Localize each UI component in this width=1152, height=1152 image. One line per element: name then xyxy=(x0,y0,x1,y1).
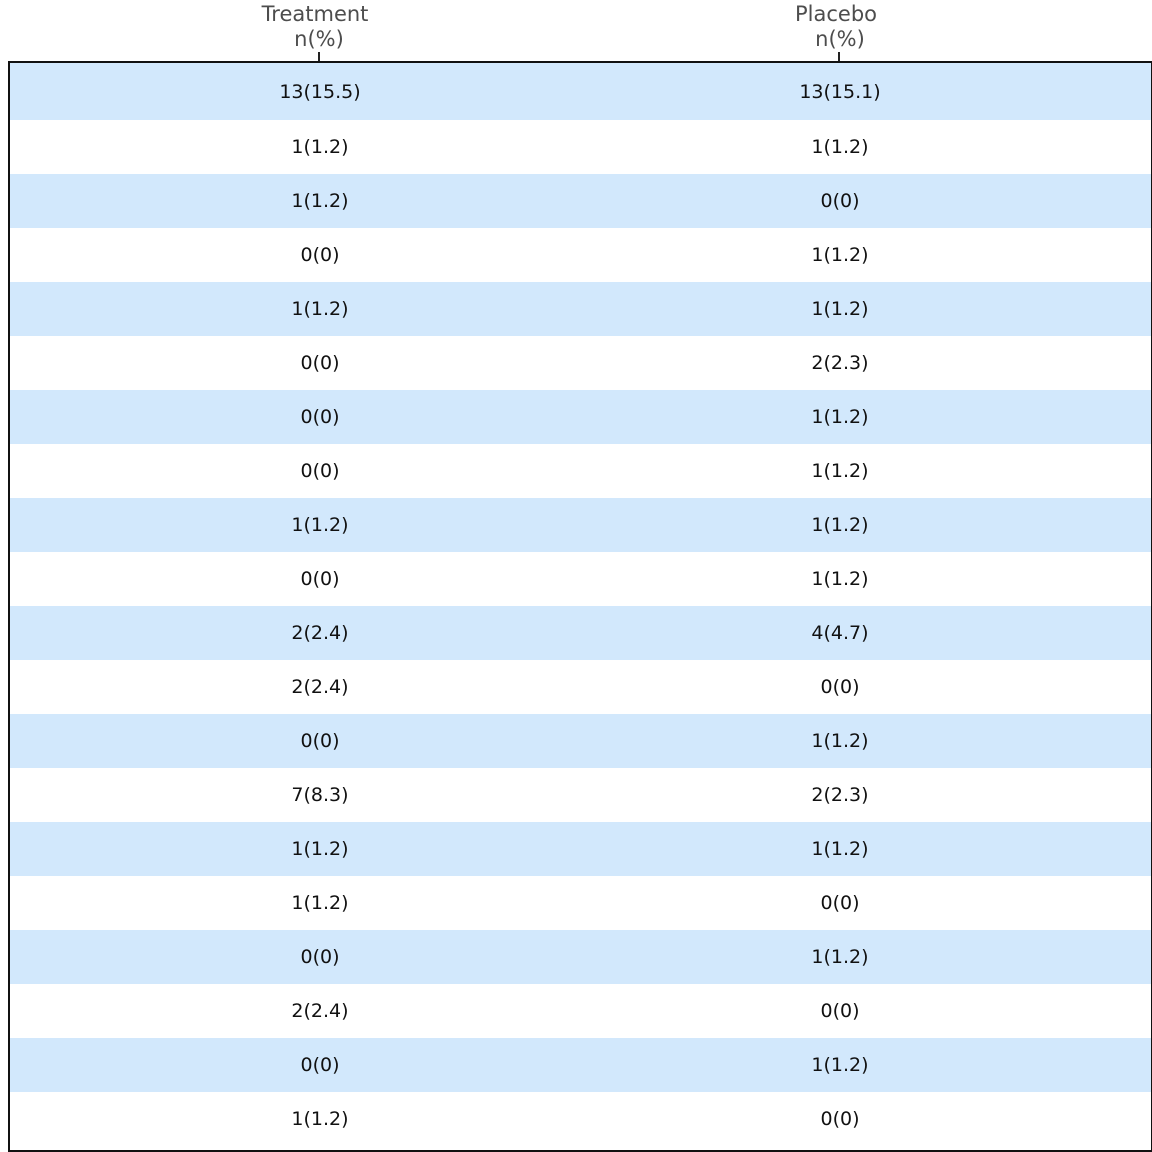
table-row: 1(1.2) 0(0) xyxy=(10,1092,1151,1146)
cell-placebo: 1(1.2) xyxy=(811,406,869,428)
cell-placebo: 1(1.2) xyxy=(811,946,869,968)
cell-treatment: 0(0) xyxy=(300,244,340,266)
cell-placebo: 0(0) xyxy=(820,676,860,698)
cell-treatment: 1(1.2) xyxy=(291,1108,349,1130)
cell-treatment: 1(1.2) xyxy=(291,298,349,320)
table-row: 1(1.2) 0(0) xyxy=(10,174,1151,228)
cell-placebo: 1(1.2) xyxy=(811,568,869,590)
table-row: 1(1.2) 0(0) xyxy=(10,876,1151,930)
cell-placebo: 0(0) xyxy=(820,1000,860,1022)
cell-placebo: 0(0) xyxy=(820,190,860,212)
cell-placebo: 2(2.3) xyxy=(811,784,869,806)
cell-treatment: 0(0) xyxy=(300,946,340,968)
cell-placebo: 0(0) xyxy=(820,1108,860,1130)
cell-treatment: 2(2.4) xyxy=(291,622,349,644)
cell-treatment: 1(1.2) xyxy=(291,514,349,536)
cell-treatment: 1(1.2) xyxy=(291,136,349,158)
table-row: 0(0) 1(1.2) xyxy=(10,1038,1151,1092)
cell-placebo: 1(1.2) xyxy=(811,244,869,266)
cell-placebo: 1(1.2) xyxy=(811,1054,869,1076)
table-row: 0(0) 1(1.2) xyxy=(10,552,1151,606)
column-header-unit: n(%) xyxy=(815,27,865,51)
table-row: 0(0) 1(1.2) xyxy=(10,444,1151,498)
table-row: 0(0) 1(1.2) xyxy=(10,714,1151,768)
cell-treatment: 0(0) xyxy=(300,568,340,590)
cell-treatment: 7(8.3) xyxy=(291,784,349,806)
axis-tick-treatment xyxy=(318,52,320,62)
cell-treatment: 2(2.4) xyxy=(291,1000,349,1022)
cell-placebo: 1(1.2) xyxy=(811,838,869,860)
cell-treatment: 0(0) xyxy=(300,730,340,752)
cell-placebo: 1(1.2) xyxy=(811,514,869,536)
cell-treatment: 1(1.2) xyxy=(291,190,349,212)
table-row: 0(0) 2(2.3) xyxy=(10,336,1151,390)
cell-treatment: 0(0) xyxy=(300,1054,340,1076)
table-row: 2(2.4) 0(0) xyxy=(10,984,1151,1038)
cell-treatment: 2(2.4) xyxy=(291,676,349,698)
cell-treatment: 1(1.2) xyxy=(291,892,349,914)
axis-tick-placebo xyxy=(838,52,840,62)
cell-placebo: 1(1.2) xyxy=(811,730,869,752)
table-row: 1(1.2) 1(1.2) xyxy=(10,282,1151,336)
cell-treatment: 0(0) xyxy=(300,352,340,374)
cell-treatment: 0(0) xyxy=(300,406,340,428)
cell-placebo: 1(1.2) xyxy=(811,136,869,158)
cell-treatment: 1(1.2) xyxy=(291,838,349,860)
cell-placebo: 4(4.7) xyxy=(811,622,869,644)
table-row: 13(15.5) 13(15.1) xyxy=(10,63,1151,120)
cell-placebo: 2(2.3) xyxy=(811,352,869,374)
table-row: 1(1.2) 1(1.2) xyxy=(10,498,1151,552)
table-row: 1(1.2) 1(1.2) xyxy=(10,120,1151,174)
table-row: 2(2.4) 0(0) xyxy=(10,660,1151,714)
cell-placebo: 1(1.2) xyxy=(811,298,869,320)
column-header-name: Treatment xyxy=(261,2,369,26)
cell-treatment: 0(0) xyxy=(300,460,340,482)
column-header-placebo: Placebo n(%) xyxy=(716,2,956,52)
table-row: 7(8.3) 2(2.3) xyxy=(10,768,1151,822)
data-table-panel: 13(15.5) 13(15.1) 1(1.2) 1(1.2) 1(1.2) 0(0) 0(… xyxy=(8,61,1152,1152)
column-header-treatment: Treatment n(%) xyxy=(195,2,435,52)
table-row: 1(1.2) 1(1.2) xyxy=(10,822,1151,876)
cell-placebo: 13(15.1) xyxy=(799,80,881,103)
cell-placebo: 1(1.2) xyxy=(811,460,869,482)
table-row: 0(0) 1(1.2) xyxy=(10,930,1151,984)
column-header-name: Placebo xyxy=(794,2,877,26)
table-row: 0(0) 1(1.2) xyxy=(10,390,1151,444)
cell-placebo: 0(0) xyxy=(820,892,860,914)
table-row: 2(2.4) 4(4.7) xyxy=(10,606,1151,660)
column-header-unit: n(%) xyxy=(294,27,344,51)
cell-treatment: 13(15.5) xyxy=(279,80,361,103)
table-row: 0(0) 1(1.2) xyxy=(10,228,1151,282)
